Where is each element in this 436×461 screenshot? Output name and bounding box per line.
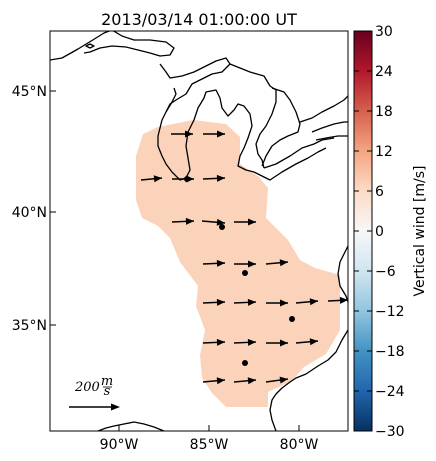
wind-arrow [202, 174, 226, 182]
wind-arrow [202, 259, 226, 267]
colorbar-tick-label: 18 [375, 104, 393, 120]
lake-erie-north-shore [263, 137, 335, 169]
wind-arrow [265, 259, 289, 267]
scale-arrow-value: 200 [74, 380, 100, 395]
lon-label-80: 80°W [280, 437, 319, 453]
station-dot [242, 360, 248, 366]
lake-erie-shore [253, 147, 327, 181]
wind-arrow [140, 175, 163, 183]
wind-arrow [201, 218, 226, 226]
colorbar-tick-label: 12 [375, 144, 393, 160]
wind-arrow [295, 298, 319, 306]
lake-michigan-west-shore [157, 111, 187, 181]
lat-label-35: 35°N [12, 318, 47, 334]
northeast-coast [299, 95, 348, 123]
colorbar-tick-label: −24 [375, 384, 405, 400]
scale-arrow: 200 m s [69, 374, 120, 411]
wind-arrow [202, 338, 226, 346]
scale-arrow-unit-top: m [101, 374, 113, 389]
colorbar-tick-label: 24 [375, 64, 393, 80]
lat-label-40: 40°N [12, 205, 47, 221]
map-frame [49, 30, 349, 432]
wind-arrow [234, 218, 256, 226]
gulf-coast [97, 421, 165, 431]
wind-arrow [171, 130, 193, 138]
wind-arrow [233, 298, 257, 306]
atlantic-coast [269, 245, 348, 431]
wind-arrow [265, 376, 289, 384]
wind-arrow [234, 260, 256, 268]
station-dot [289, 316, 295, 322]
lake-superior-shore [50, 31, 175, 61]
station-dot [184, 176, 190, 182]
scale-arrow-unit-bottom: s [104, 384, 111, 399]
wind-arrow [327, 296, 348, 304]
plot-title: 2013/03/14 01:00:00 UT [101, 10, 297, 29]
wind-arrow [295, 338, 319, 346]
station-dot [219, 224, 225, 230]
station-dot [242, 270, 248, 276]
map-panel: 45°N 40°N 35°N 90°W 85°W 80°W 200 m s [12, 30, 349, 453]
colorbar: 30 24 18 12 6 0 −6 −12 −18 −24 −30 Vertical wind [… [353, 24, 428, 440]
colorbar-tick-label: 0 [375, 224, 384, 240]
colorbar-tick-label: −12 [375, 304, 405, 320]
lon-label-90: 90°W [100, 437, 139, 453]
georgian-bay-shore [261, 87, 301, 167]
wind-arrow [266, 339, 288, 347]
wind-arrow [266, 299, 288, 307]
wind-arrow [233, 338, 257, 346]
wind-arrow [202, 298, 226, 306]
colorbar-tick-label: −6 [375, 264, 396, 280]
lake-island-1 [85, 43, 95, 49]
colorbar-tick-label: −18 [375, 344, 405, 360]
colorbar-label: Vertical wind [m/s] [412, 166, 428, 297]
lat-label-45: 45°N [12, 84, 47, 100]
lake-huron-shore [229, 63, 277, 169]
colorbar-tick-label: 6 [375, 184, 384, 200]
coastlines [50, 31, 348, 431]
wind-arrow [202, 377, 226, 385]
lon-label-85: 85°W [190, 437, 229, 453]
wind-arrow [233, 377, 257, 385]
station-dots [184, 176, 295, 366]
colorbar-tick-label: 30 [375, 24, 393, 40]
lake-ontario-shore [311, 121, 348, 141]
wind-arrow [171, 217, 195, 225]
wind-arrow [203, 130, 225, 138]
colorbar-ticks: 30 24 18 12 6 0 −6 −12 −18 −24 −30 [354, 24, 405, 440]
map-ticks [50, 90, 300, 431]
green-bay-shore [165, 87, 177, 113]
wind-arrows [140, 130, 348, 385]
colorbar-tick-label: −30 [375, 424, 405, 440]
scale-arrow-head [111, 403, 120, 411]
